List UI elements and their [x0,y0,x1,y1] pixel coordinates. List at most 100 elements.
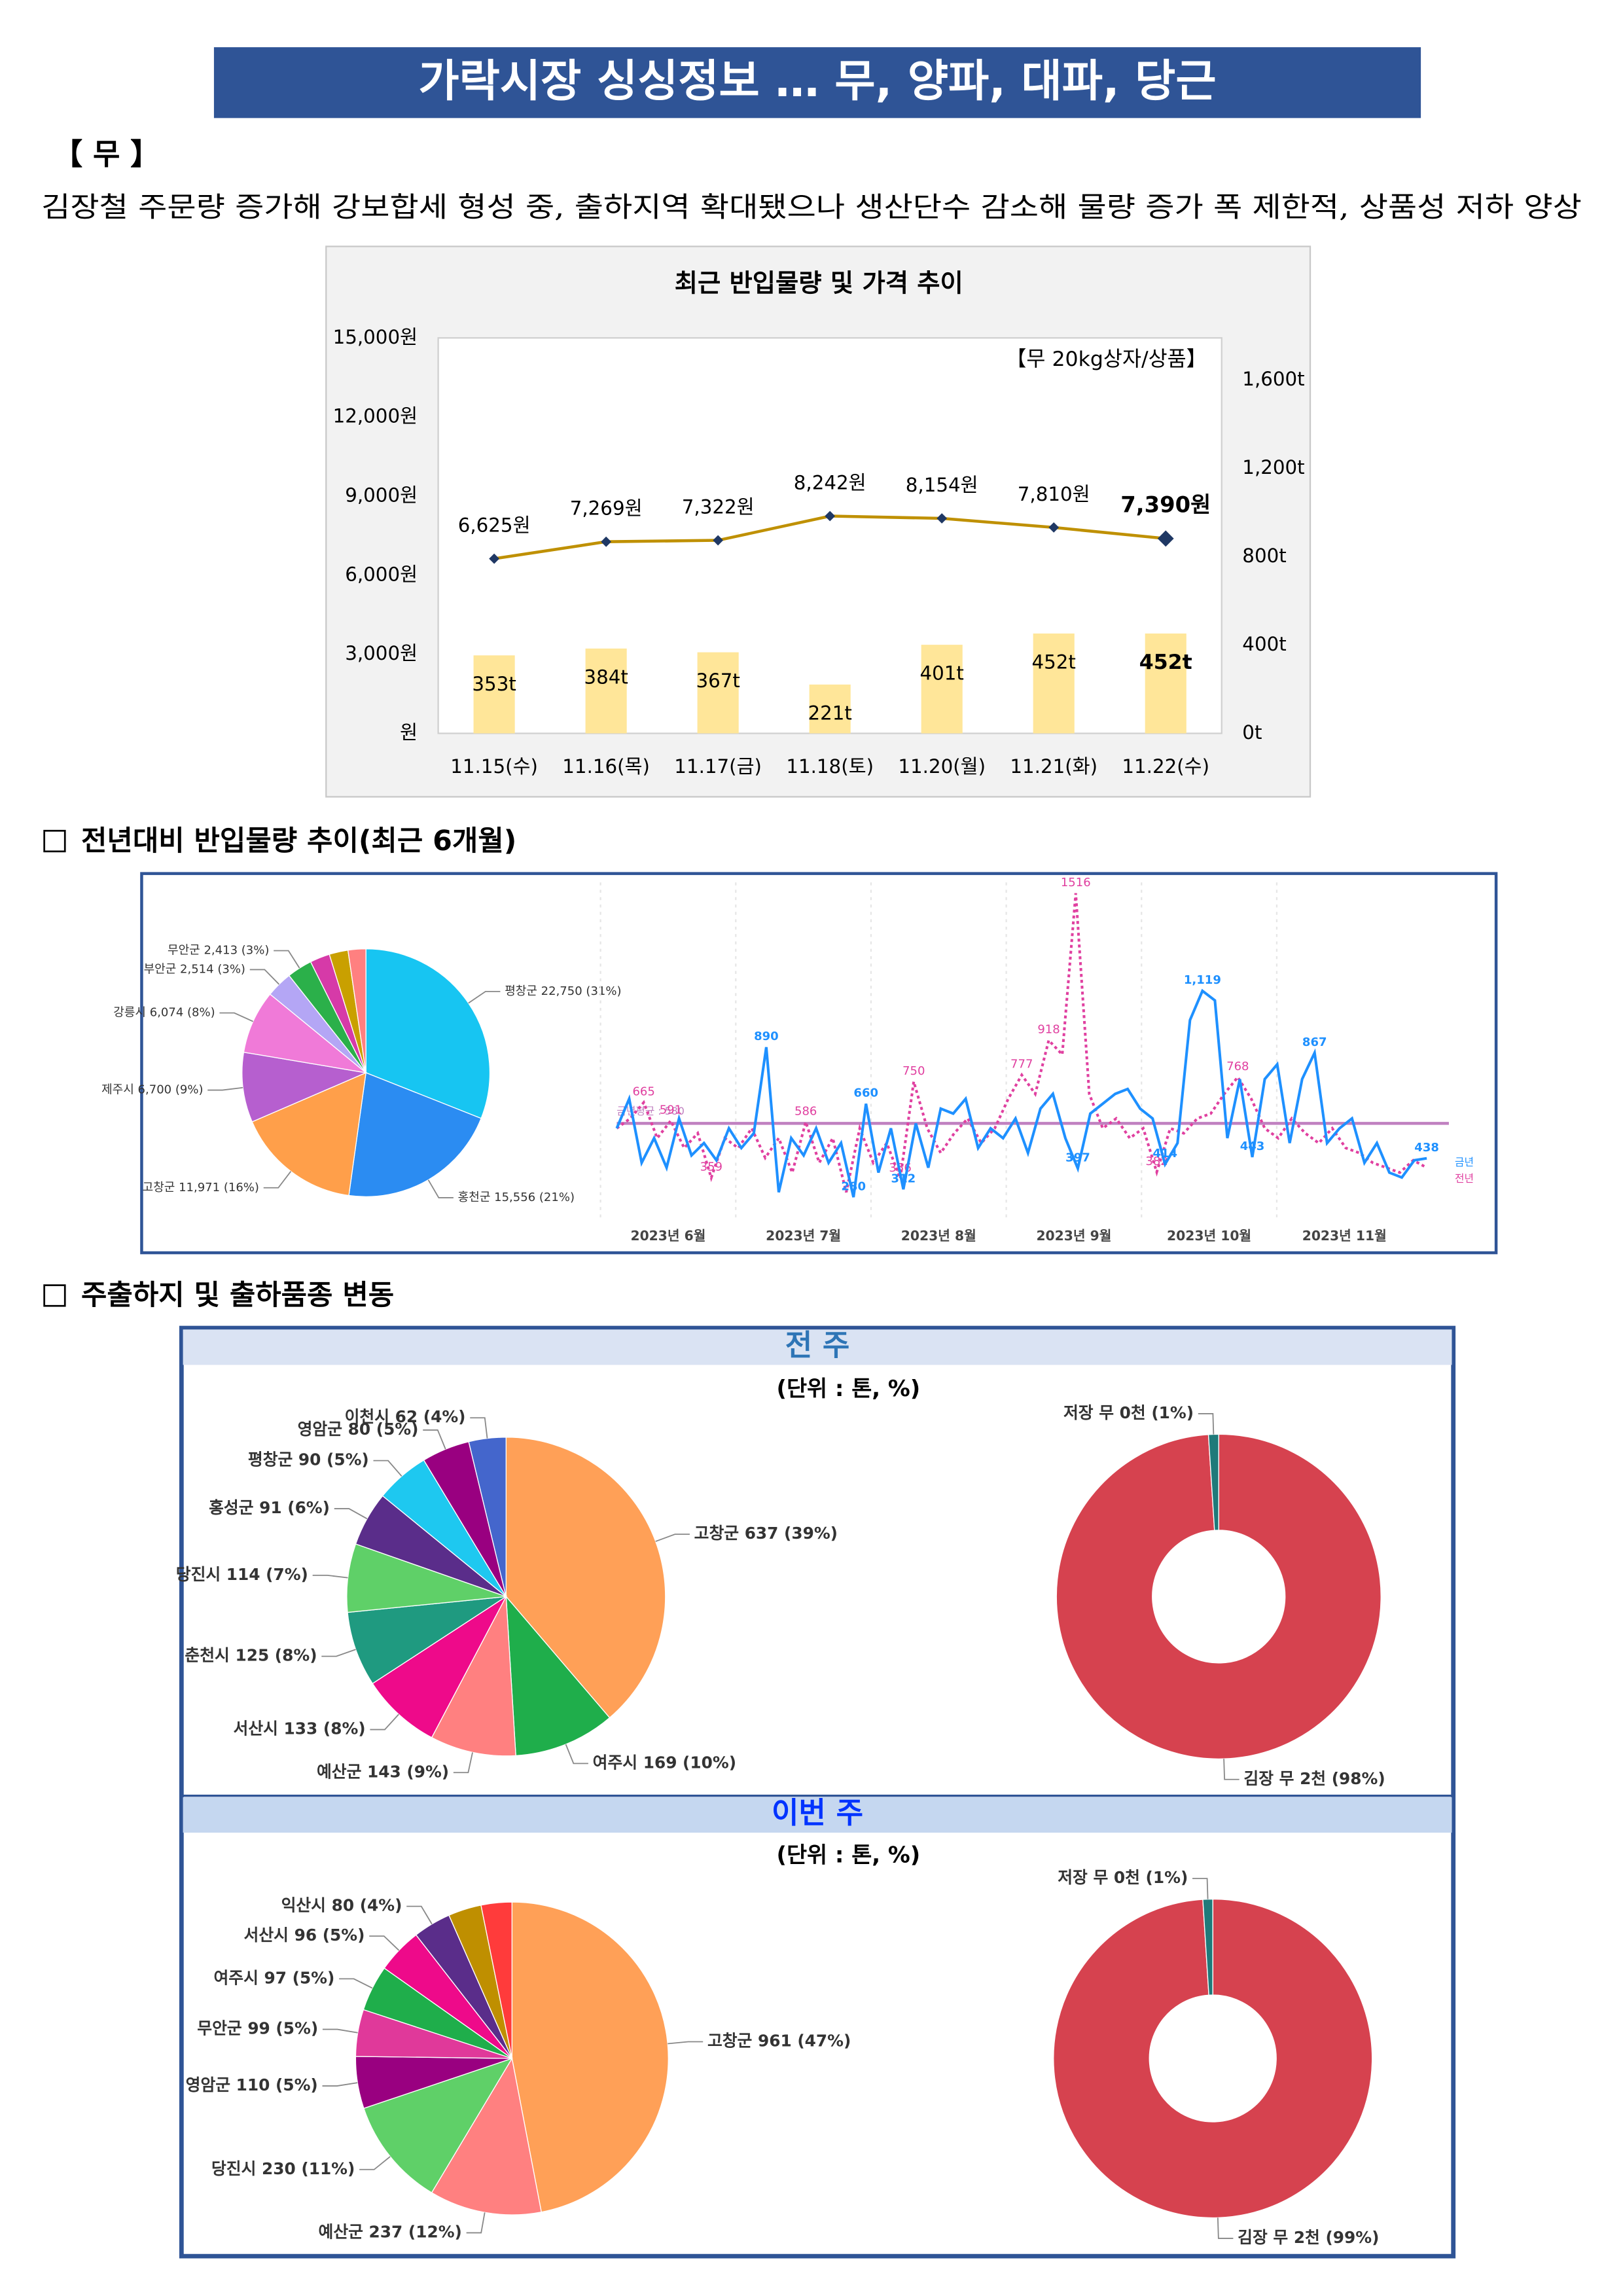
trend-label: 280 [841,1179,866,1193]
chart-title: 최근 반입물량 및 가격 추이 [675,269,963,298]
pie-slice [505,1437,666,1719]
pie-slice [505,1595,611,1757]
pie-label: 예산군 143 (9%) [317,1762,449,1781]
leader-line [263,1171,292,1189]
price-marker [713,535,724,546]
trend-label: 443 [1240,1139,1265,1153]
price-label: 7,810원 [1018,483,1090,505]
trend-label: 890 [754,1030,779,1043]
pie-label: 고창군 11,971 (16%) [143,1181,259,1194]
trend-label: 768 [1226,1060,1249,1073]
y-tick-label: 3,000원 [345,642,418,664]
item-label: 【 무 】 [53,137,160,171]
week-band [183,1797,1452,1833]
leader-line [321,1649,356,1657]
average-label: 금년평균 : 580 [616,1105,684,1117]
price-marker [489,553,500,564]
pie-label: 이천시 62 (4%) [345,1407,466,1426]
y2-tick-label: 800t [1242,545,1286,567]
y-tick-label: 원 [400,721,418,744]
pie-label: 평창군 22,750 (31%) [505,984,621,998]
price-label: 6,625원 [458,514,531,537]
legend-entry: 금년 [1455,1156,1474,1168]
leader-line [207,1086,243,1091]
chart-note: 【무 20kg상자/상품】 [1006,348,1207,371]
pie-label: 고창군 637 (39%) [694,1524,838,1543]
pie-label: 무안군 99 (5%) [197,2019,318,2038]
bar-label: 367t [696,670,740,692]
y2-tick-label: 0t [1242,721,1262,744]
pie-label: 홍성군 91 (6%) [209,1498,330,1517]
pie-slice [480,1901,513,2059]
week-title: 이번 주 [772,1795,863,1830]
pie-slice [431,1594,516,1757]
y-tick-label: 6,000원 [345,563,418,585]
pie-slice [1056,1433,1382,1759]
price-marker [1157,530,1174,547]
y-tick-label: 9,000원 [345,484,418,506]
x-tick-label: 2023년 10월 [1167,1228,1251,1244]
price-label: 7,269원 [570,497,643,520]
pie-label: 저장 무 0천 (1%) [1058,1868,1188,1887]
x-tick-label: 2023년 8월 [901,1228,976,1244]
leader-line [219,1012,254,1022]
price-label: 8,154원 [906,474,978,496]
unit-label: (단위 : 톤, %) [777,1842,921,1868]
trend-label: 665 [632,1085,654,1099]
trend-label: 312 [891,1172,916,1185]
bar [1145,633,1186,734]
pie-label: 김장 무 2천 (98%) [1243,1769,1385,1788]
pie-slice [251,1071,366,1196]
x-tick-label: 11.18(토) [786,755,874,778]
trend-line [616,893,1428,1193]
unit-label: (단위 : 톤, %) [777,1376,921,1401]
x-tick-label: 2023년 7월 [766,1228,841,1244]
price-label: 7,390원 [1120,492,1211,518]
x-tick-label: 11.15(수) [450,755,538,778]
price-marker [601,536,612,547]
price-marker [1048,522,1060,533]
pie-label: 무안군 2,413 (3%) [168,943,269,957]
pie-slice [511,1901,669,2213]
leader-line [427,1179,454,1198]
pie-label: 제주시 6,700 (9%) [101,1083,203,1097]
bar-label: 452t [1032,651,1076,673]
leader-line [339,1978,373,1989]
leader-line [1192,1878,1209,1899]
pie-label: 평창군 90 (5%) [248,1450,369,1469]
header-band [213,47,1421,118]
pie-label: 영암군 80 (5%) [298,1420,419,1439]
leader-line [468,990,501,1004]
bar-label: 452t [1139,651,1192,674]
leader-line [406,1905,433,1925]
trend-label: 918 [1037,1023,1060,1037]
pie-label: 여주시 169 (10%) [593,1753,736,1772]
leader-line [274,950,300,969]
pie-slice [1202,1898,1213,1996]
leader-line [453,1752,473,1774]
trend-label: 414 [1152,1147,1177,1160]
price-plot-area [437,337,1222,734]
pie-label: 서산시 133 (8%) [234,1719,366,1738]
bar [921,645,963,734]
x-tick-label: 2023년 6월 [630,1228,705,1244]
bar [1033,633,1075,734]
trend-label: 660 [853,1086,878,1100]
price-label: 8,242원 [794,471,866,493]
trend-label: 591 [660,1103,682,1117]
trend-label: 397 [1065,1151,1090,1164]
header-title: 가락시장 싱싱정보 … 무, 양파, 대파, 당근 [418,55,1216,107]
leader-line [359,2156,391,2170]
leader-line [322,2082,358,2087]
leader-line [466,2212,486,2234]
trend-label: 1516 [1061,876,1091,889]
trend-label: 777 [1010,1058,1033,1071]
x-tick-label: 2023년 11월 [1302,1228,1387,1244]
pie-label: 예산군 237 (12%) [319,2222,462,2241]
price-label: 7,322원 [682,495,755,518]
leader-line [312,1574,348,1579]
leader-line [1198,1413,1215,1435]
pie-label: 고창군 961 (47%) [707,2032,851,2051]
bar-label: 401t [919,662,963,685]
